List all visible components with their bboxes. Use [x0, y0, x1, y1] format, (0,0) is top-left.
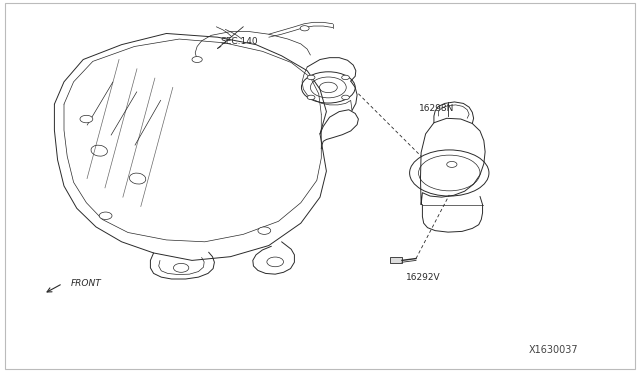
Text: SEC.140: SEC.140 [221, 38, 259, 46]
Circle shape [342, 75, 349, 80]
Circle shape [173, 263, 189, 272]
Circle shape [300, 26, 309, 31]
Circle shape [447, 161, 457, 167]
Text: X1630037: X1630037 [529, 345, 579, 355]
Text: FRONT: FRONT [70, 279, 101, 288]
Circle shape [267, 257, 284, 267]
Bar [390, 257, 402, 263]
Circle shape [307, 75, 315, 80]
Circle shape [80, 115, 93, 123]
Circle shape [258, 227, 271, 234]
Text: 16298N: 16298N [419, 105, 454, 113]
Circle shape [192, 57, 202, 62]
Circle shape [307, 95, 315, 100]
Circle shape [99, 212, 112, 219]
Text: 16292V: 16292V [406, 273, 441, 282]
Circle shape [342, 95, 349, 100]
